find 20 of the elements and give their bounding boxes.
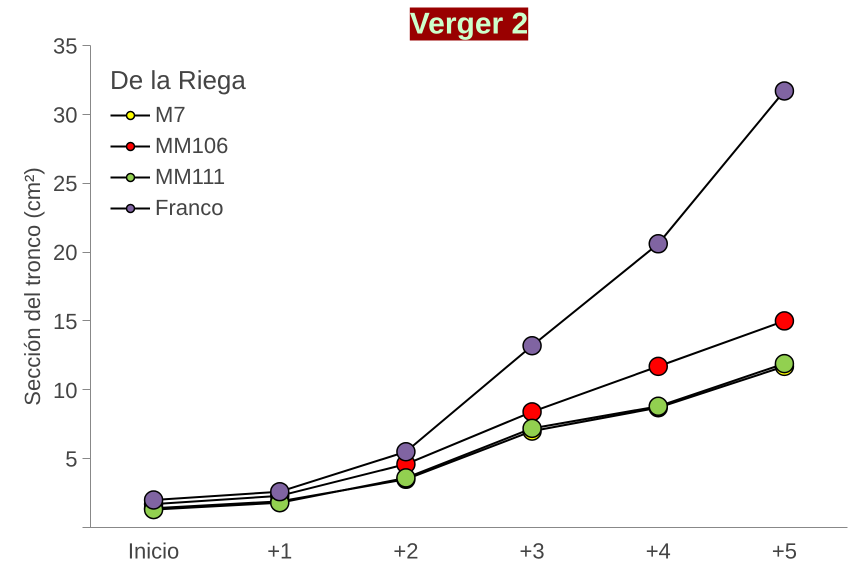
x-tick-label: +1 xyxy=(267,538,292,564)
y-axis-title: Sección del tronco (cm²) xyxy=(20,167,46,406)
legend-label: M7 xyxy=(155,101,186,129)
y-tick-label: 10 xyxy=(53,378,78,403)
legend-label: MM111 xyxy=(155,163,226,191)
x-tick-label: +5 xyxy=(772,538,797,564)
x-tick-label: +4 xyxy=(646,538,671,564)
x-tick-label: +2 xyxy=(393,538,418,564)
chart-title: Verger 2 xyxy=(410,8,528,40)
y-tick-label: 15 xyxy=(53,308,78,334)
legend-title: De la Riega xyxy=(110,65,246,96)
y-tick-label: 35 xyxy=(53,34,78,58)
y-tick-label: 30 xyxy=(53,102,78,128)
y-tick-label: 20 xyxy=(53,240,78,266)
y-tick-label: 5 xyxy=(65,446,78,472)
legend-label: MM106 xyxy=(155,132,228,160)
legend-label: Franco xyxy=(155,194,224,222)
x-tick-label: Inicio xyxy=(128,538,180,564)
x-tick-label: +3 xyxy=(520,538,545,564)
y-tick-label: 25 xyxy=(53,171,78,196)
